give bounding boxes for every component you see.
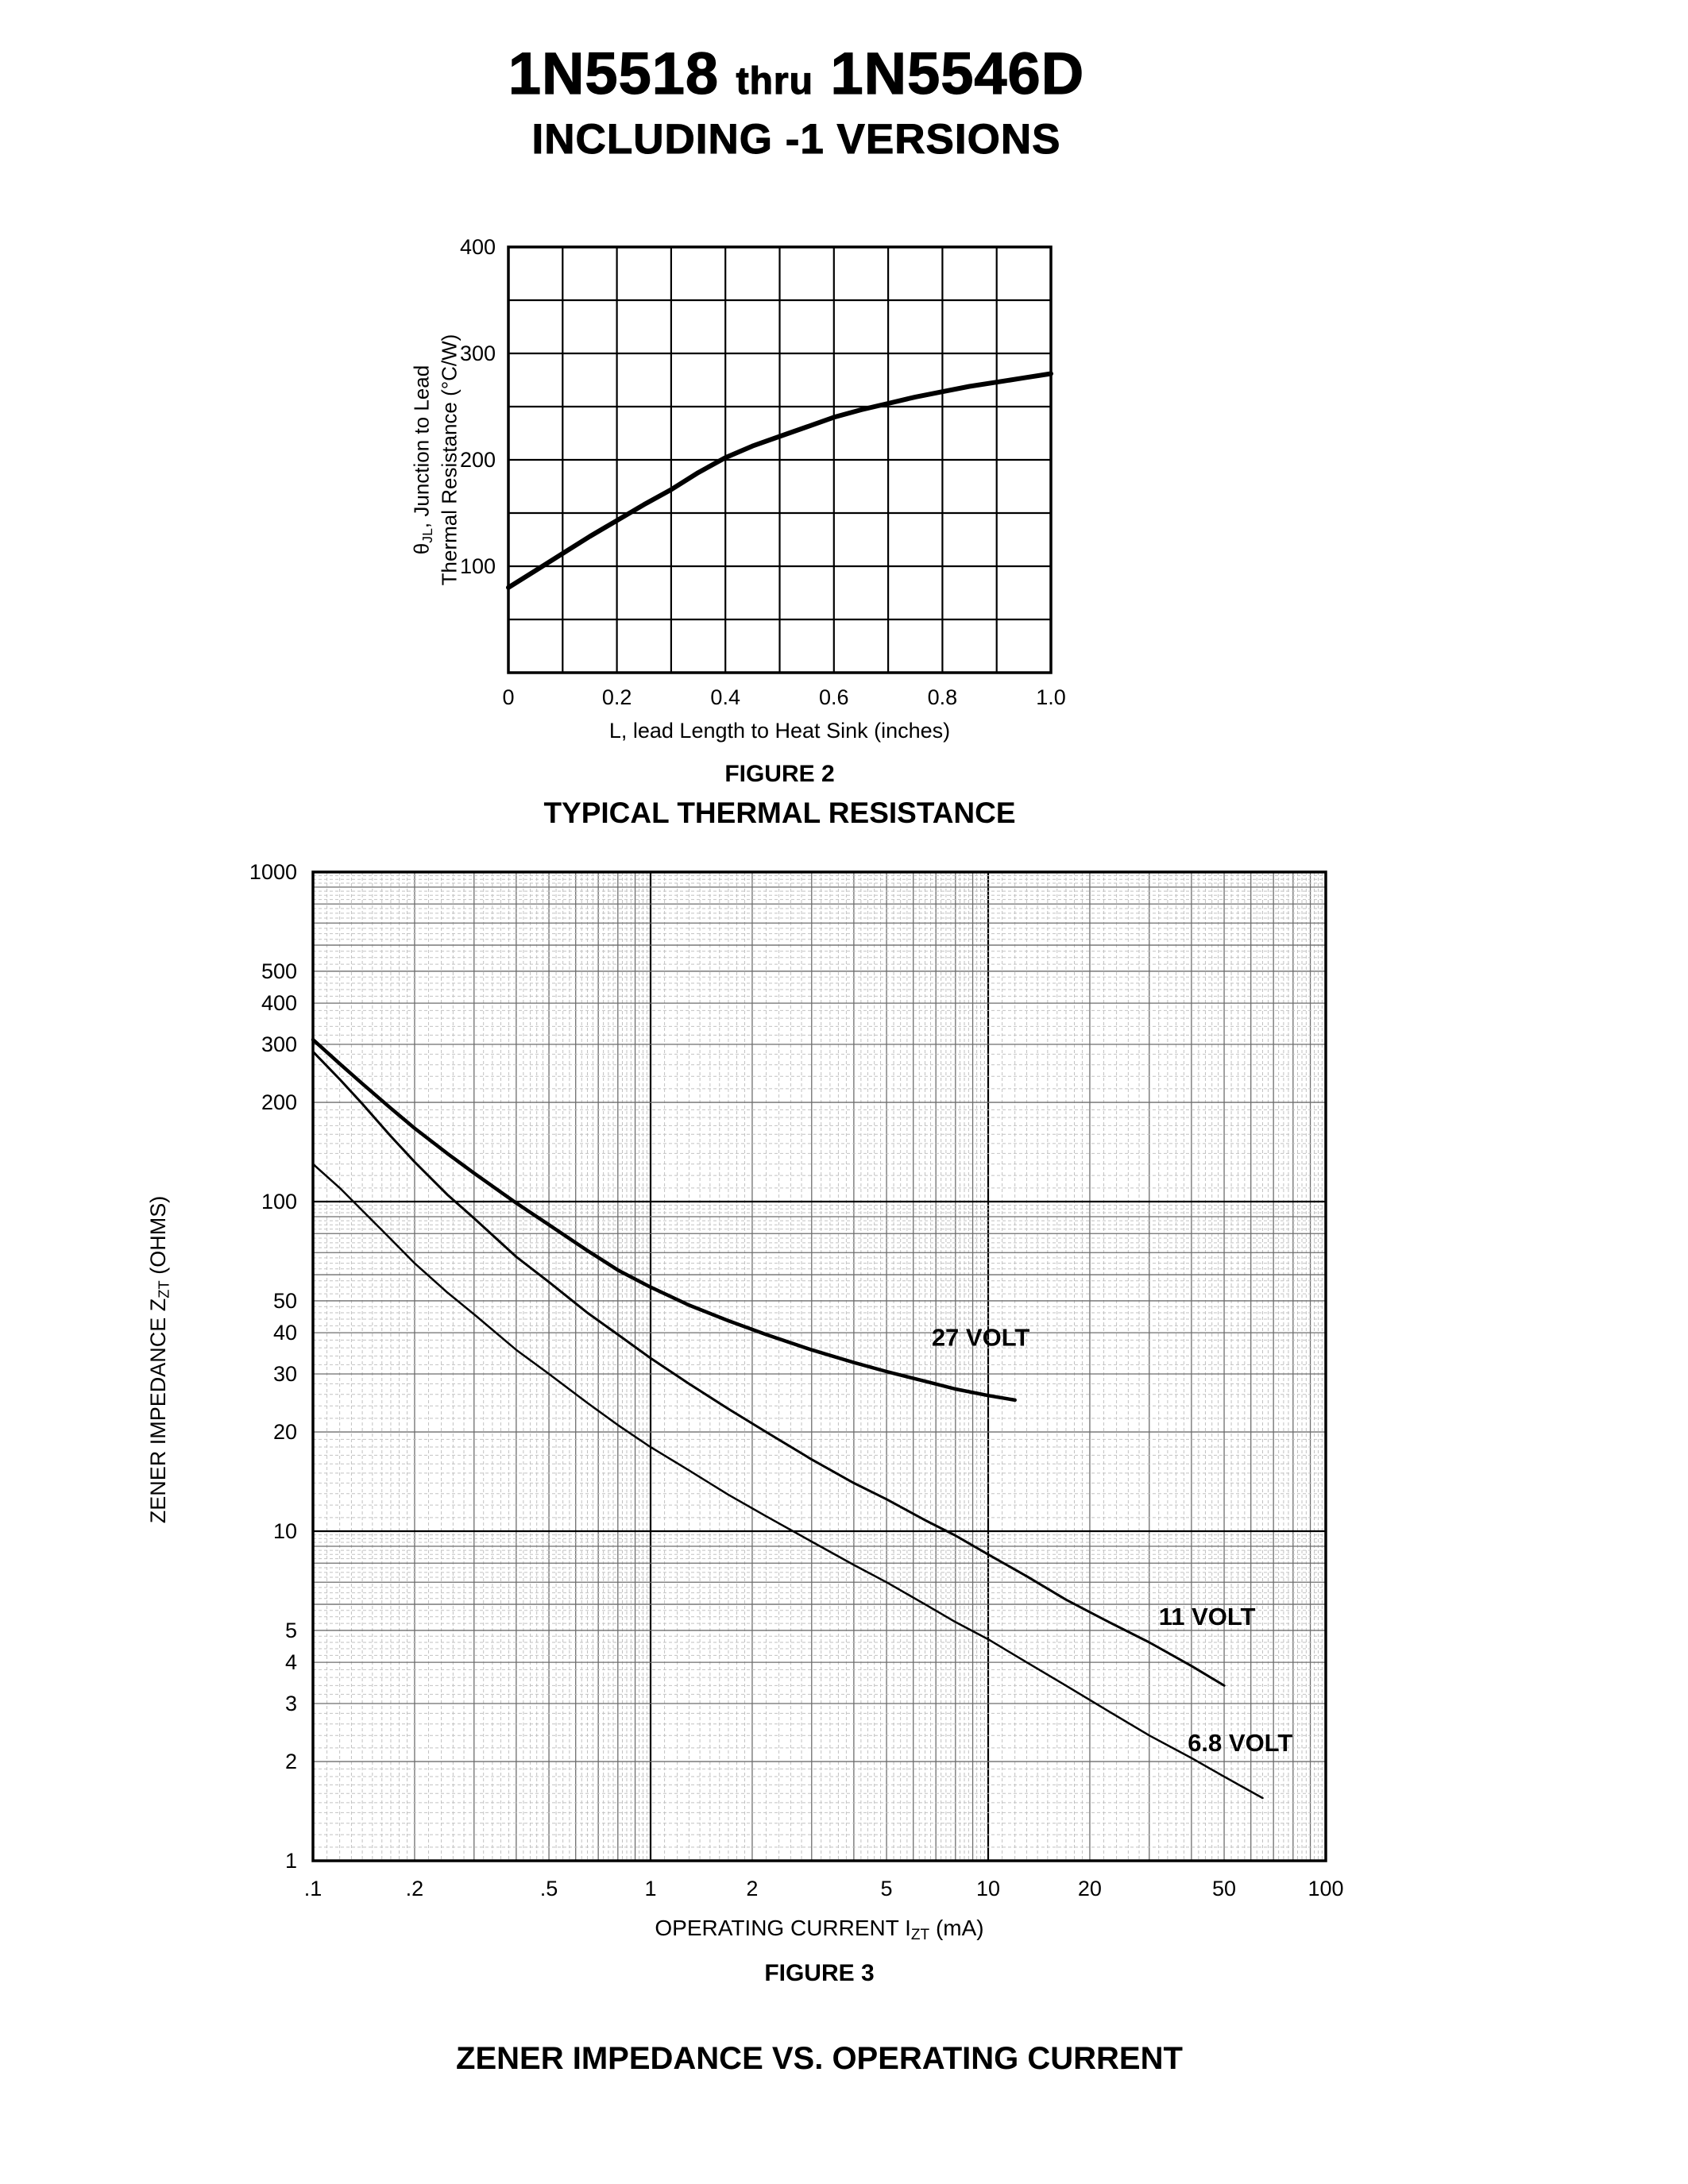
x-tick-label: 0 (502, 685, 514, 709)
y-tick-label: 100 (460, 554, 496, 578)
y-tick-label: 1000 (249, 860, 297, 884)
plot-border (311, 870, 1327, 1862)
y-tick-label: 30 (273, 1362, 297, 1386)
thermal-resistance-chart: 100 200 300 400 0 0.2 0.4 0.6 0.8 1.0 (460, 235, 1066, 709)
y-tick-label: 1 (285, 1849, 297, 1873)
page-subtitle: INCLUDING -1 VERSIONS (531, 116, 1061, 164)
y-tick-label: 200 (261, 1090, 297, 1114)
figure2-title: TYPICAL THERMAL RESISTANCE (543, 797, 1016, 829)
y-tick-label: 5 (285, 1619, 297, 1642)
y-tick-label: 400 (261, 991, 297, 1015)
x-tick-label: 20 (1078, 1877, 1102, 1900)
x-tick-label: 2 (746, 1877, 758, 1900)
curve-27-volt (311, 1037, 1017, 1403)
thermal-resistance-curve (506, 371, 1053, 590)
y-tick-label: 2 (285, 1750, 297, 1773)
x-tick-label: 100 (1308, 1877, 1343, 1900)
zener-impedance-chart: 1000 500 400 300 200 100 50 40 30 20 10 5 4 3 2 1 .1 .2 .5… (249, 860, 1344, 1900)
title-thru-text: thru (736, 60, 813, 102)
curve-label-11-volt: 11 VOLT (1159, 1603, 1256, 1630)
curve-label-27-volt: 27 VOLT (932, 1324, 1030, 1352)
x-tick-label: .1 (304, 1877, 323, 1900)
x-tick-label: 10 (976, 1877, 1000, 1900)
curve-6-8-volt (311, 1163, 1264, 1800)
x-tick-label: 0.6 (819, 685, 849, 709)
y-tick-label: 100 (261, 1190, 297, 1214)
title-part-number-end: 1N5546D (830, 40, 1085, 106)
y-tick-label: 20 (273, 1420, 297, 1444)
x-tick-label: .2 (406, 1877, 424, 1900)
y-tick-label: 3 (285, 1692, 297, 1715)
y-tick-label: 300 (261, 1032, 297, 1056)
x-tick-label: 0.8 (928, 685, 958, 709)
x-tick-label: 5 (881, 1877, 893, 1900)
y-tick-label: 50 (273, 1289, 297, 1313)
curve-label-6-8-volt: 6.8 VOLT (1188, 1729, 1292, 1757)
y-tick-label: 10 (273, 1519, 297, 1543)
page-header: 1N5518 thru 1N5546D INCLUDING -1 VERSION… (0, 40, 1593, 164)
fig3-y-axis-label: ZENER IMPEDANCE ZZT (OHMS) (145, 1195, 172, 1524)
x-tick-label: 0.4 (710, 685, 740, 709)
page-title: 1N5518 thru 1N5546D (0, 40, 1593, 107)
y-tick-label: 200 (460, 448, 496, 472)
x-tick-label: 50 (1212, 1877, 1236, 1900)
curve-11-volt (311, 1050, 1226, 1687)
y-tick-label: 300 (460, 341, 496, 365)
y-tick-label: 500 (261, 959, 297, 983)
x-tick-label: 1 (644, 1877, 656, 1900)
fig2-x-axis-label: L, lead Length to Heat Sink (inches) (608, 719, 951, 743)
y-tick-label: 4 (285, 1650, 297, 1674)
title-part-number-start: 1N5518 (508, 40, 720, 106)
y-tick-label: 400 (460, 235, 496, 259)
plot-border (507, 245, 1053, 674)
x-tick-label: 1.0 (1036, 685, 1066, 709)
figure3-caption: FIGURE 3 (764, 1960, 875, 1986)
figure2-caption: FIGURE 2 (724, 761, 835, 787)
figure3-title: ZENER IMPEDANCE VS. OPERATING CURRENT (456, 2041, 1183, 2076)
x-tick-label: 0.2 (602, 685, 632, 709)
fig3-x-axis-label: OPERATING CURRENT IZT (mA) (655, 1916, 984, 1943)
y-tick-label: 40 (273, 1321, 297, 1345)
x-tick-label: .5 (540, 1877, 558, 1900)
